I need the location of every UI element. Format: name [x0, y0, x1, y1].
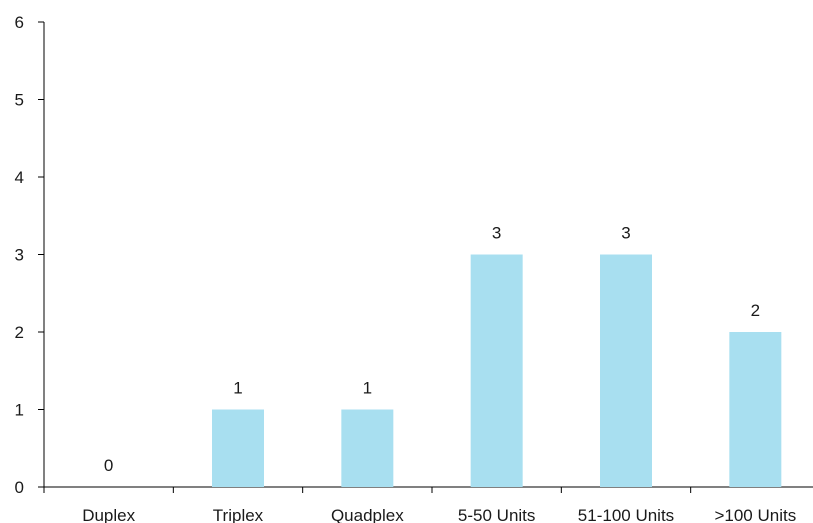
y-tick-label: 1: [15, 401, 24, 420]
category-label: >100 Units: [714, 506, 796, 523]
category-label: Quadplex: [331, 506, 404, 523]
bar: [212, 409, 264, 487]
y-tick-label: 0: [15, 478, 24, 497]
y-tick-label: 3: [15, 246, 24, 265]
data-label: 3: [621, 224, 630, 243]
y-tick-label: 4: [15, 168, 24, 187]
category-labels: Duplex Triplex Quadplex 5-50 Units 51-100 Un…: [82, 506, 796, 523]
y-axis: 0 1 2 3 4 5 6: [15, 13, 45, 497]
bar: [600, 254, 652, 487]
data-label: 1: [363, 379, 372, 398]
y-tick-label: 6: [15, 13, 24, 32]
category-label: Triplex: [213, 506, 264, 523]
bars: [212, 254, 782, 487]
y-tick-label: 5: [15, 91, 24, 110]
bar: [341, 409, 394, 487]
category-label: Duplex: [82, 506, 135, 523]
category-label: 51-100 Units: [578, 506, 674, 523]
bar: [729, 332, 782, 487]
data-label: 0: [104, 456, 113, 475]
category-label: 5-50 Units: [458, 506, 535, 523]
bar: [470, 254, 523, 487]
data-label: 1: [233, 379, 242, 398]
x-axis: [43, 486, 813, 493]
y-tick-label: 2: [15, 323, 24, 342]
data-label: 3: [492, 224, 501, 243]
data-labels: 0 1 1 3 3 2: [104, 224, 760, 476]
data-label: 2: [751, 301, 760, 320]
